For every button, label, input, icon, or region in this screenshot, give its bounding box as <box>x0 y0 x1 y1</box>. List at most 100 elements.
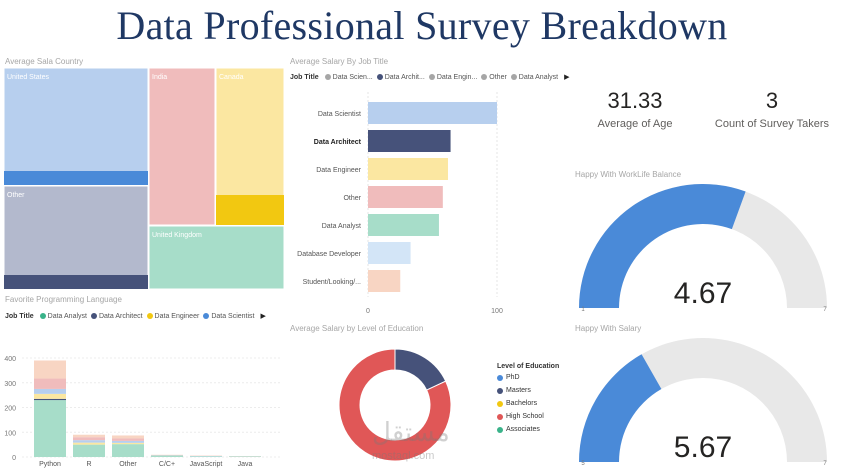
salary-bar <box>368 242 411 264</box>
legend-label: Data Scientist <box>211 312 255 320</box>
education-legend-item[interactable]: High School <box>497 413 559 420</box>
legend-label: Bachelors <box>506 400 538 407</box>
legend-item[interactable]: Data Scien... <box>324 74 373 81</box>
legend-title: Job Title <box>290 73 319 81</box>
legend-item[interactable]: Data Engin... <box>428 73 478 81</box>
country-treemap: United States Other India Canada United King… <box>4 68 284 290</box>
gauge-min-label: 5 <box>581 461 585 467</box>
education-legend-item[interactable]: Masters <box>497 387 559 394</box>
job-title-legend[interactable]: Job Title Data Scien... Data Archit... Dat… <box>290 73 570 82</box>
legend-label: Data Engin... <box>436 73 478 81</box>
legend-label: Data Engineer <box>154 312 200 320</box>
salary-gauge: 5.67 5 7 <box>579 338 827 467</box>
legend-item[interactable]: Data Scientist <box>203 312 255 320</box>
treemap-label: India <box>152 74 167 81</box>
salary-gauge-title: Happy With Salary <box>575 324 642 333</box>
worklife-gauge: 4.67 1 7 <box>579 184 827 313</box>
count-kpi-label: Count of Survey Takers <box>714 118 830 130</box>
age-kpi-label: Average of Age <box>597 118 673 130</box>
treemap-cell <box>4 68 149 186</box>
salary-bar <box>368 158 448 180</box>
education-legend[interactable]: Level of Education PhD Masters Bachelors Hi… <box>497 363 559 439</box>
y-tick-label: 100 <box>4 430 16 437</box>
treemap-label: United Kingdom <box>152 232 202 239</box>
legend-dot <box>39 313 46 319</box>
legend-dot <box>90 313 97 319</box>
legend-dot <box>510 74 517 80</box>
watermark-url: mostaql.com <box>372 450 435 462</box>
education-legend-item[interactable]: PhD <box>497 374 559 381</box>
treemap-label: Canada <box>219 74 244 81</box>
x-tick-label: 100 <box>491 308 503 315</box>
gauge-min-label: 1 <box>581 307 585 313</box>
gauge-value: 5.67 <box>674 431 732 464</box>
gauge-fill <box>579 184 746 308</box>
stacked-bar-segment <box>34 360 66 379</box>
x-category-label: Python <box>39 461 61 468</box>
donut-slice <box>338 348 452 462</box>
bar-category-label: Data Architect <box>314 139 362 146</box>
stacked-bar-segment <box>112 435 144 439</box>
stacked-bar-segment <box>73 444 105 457</box>
legend-scroll-arrow-icon[interactable]: ▶ <box>260 313 266 320</box>
legend-item[interactable]: Other <box>481 74 507 81</box>
education-title: Average Salary by Level of Education <box>290 324 424 333</box>
legend-dot <box>428 74 435 80</box>
legend-label: PhD <box>506 374 520 381</box>
watermark-arabic: مستقل <box>372 418 450 448</box>
legend-label: Data Archit... <box>384 73 425 81</box>
stacked-bar-segment <box>112 438 144 441</box>
treemap-label: United States <box>7 74 50 81</box>
bar-category-label: Student/Looking/... <box>303 279 361 286</box>
legend-label: Data Architect <box>98 312 143 320</box>
treemap-title: Average Sala Country <box>5 57 84 66</box>
legend-title: Job Title <box>5 312 34 320</box>
count-kpi-value: 3 <box>765 88 779 113</box>
stacked-bar-segment <box>73 440 105 443</box>
stacked-bar-segment <box>34 400 66 457</box>
y-tick-label: 400 <box>4 356 16 363</box>
legend-dot <box>497 426 503 433</box>
education-legend-item[interactable]: Bachelors <box>497 400 559 407</box>
stacked-bar-segment <box>112 444 144 457</box>
legend-dot <box>146 313 153 319</box>
bar-category-label: Data Scientist <box>318 111 361 118</box>
programming-legend[interactable]: Job Title Data Analyst Data Architect Data… <box>5 312 266 321</box>
salary-bar <box>368 102 497 124</box>
education-legend-item[interactable]: Associates <box>497 426 559 433</box>
treemap-cell <box>148 68 216 226</box>
gauge-max-label: 7 <box>823 307 827 313</box>
bar-category-label: Data Engineer <box>316 167 361 174</box>
y-tick-label: 300 <box>4 381 16 388</box>
legend-scroll-arrow-icon[interactable]: ▶ <box>564 74 570 81</box>
legend-dot <box>324 74 331 80</box>
education-legend-title: Level of Education <box>497 363 560 370</box>
y-tick-label: 0 <box>12 455 16 462</box>
legend-item[interactable]: Data Architect <box>90 312 143 320</box>
stacked-bar-segment <box>34 398 66 401</box>
programming-chart: 0 100 200 300 400 Python R Other C/C+ JavaScript J… <box>4 356 280 468</box>
treemap-cell-highlight <box>4 275 148 289</box>
salary-bar <box>368 270 401 292</box>
page-title: Data Professional Survey Breakdown <box>116 3 728 48</box>
y-tick-label: 200 <box>4 406 16 413</box>
treemap-cell-highlight <box>4 171 148 185</box>
stacked-bar-segment <box>112 440 144 443</box>
bar-category-label: Other <box>343 195 361 202</box>
salary-bar <box>368 130 451 152</box>
salary-bar <box>368 214 439 236</box>
legend-item[interactable]: Data Engineer <box>146 312 200 320</box>
legend-dot <box>497 400 503 407</box>
legend-item[interactable]: Data Archit... <box>376 73 425 81</box>
legend-label: Data Analyst <box>47 312 87 320</box>
legend-item[interactable]: Data Analyst <box>510 74 558 81</box>
legend-dot <box>497 413 503 420</box>
treemap-cell-highlight <box>216 195 284 225</box>
treemap-label: Other <box>7 192 25 199</box>
legend-dot <box>497 374 503 381</box>
stacked-bar-segment <box>190 456 222 457</box>
treemap-cell <box>148 225 284 290</box>
legend-item[interactable]: Data Analyst <box>39 312 87 320</box>
legend-label: Associates <box>506 426 540 433</box>
age-kpi-value: 31.33 <box>607 88 663 113</box>
